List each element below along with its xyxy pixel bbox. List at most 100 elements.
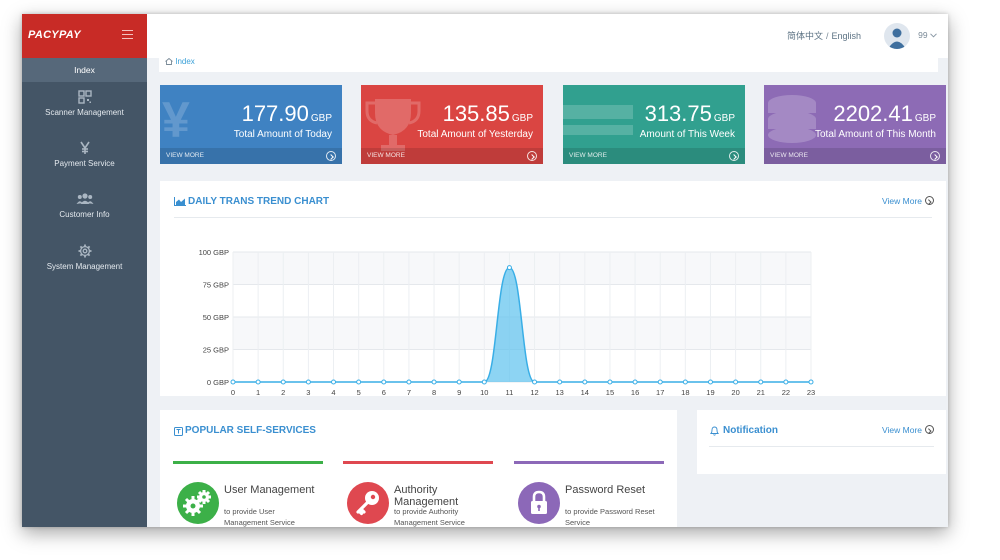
view-more-link[interactable]: VIEW MORE bbox=[569, 152, 607, 159]
bell-icon bbox=[710, 426, 719, 436]
x-tick-label: 4 bbox=[331, 388, 335, 396]
service-name: User Management bbox=[224, 484, 315, 496]
sidebar-item-payment-service[interactable]: Payment Service bbox=[22, 141, 147, 168]
square-icon bbox=[174, 427, 183, 436]
x-tick-label: 9 bbox=[457, 388, 461, 396]
service-desc: to provide Authority Management Service bbox=[394, 507, 465, 527]
sidebar-item-index[interactable]: Index bbox=[22, 58, 147, 82]
x-tick-label: 1 bbox=[256, 388, 260, 396]
grid-band bbox=[233, 252, 811, 285]
breadcrumb-index-link[interactable]: Index bbox=[175, 57, 195, 66]
sidebar-item-label: Customer Info bbox=[59, 210, 110, 219]
x-tick-label: 2 bbox=[281, 388, 285, 396]
y-tick-label: 100 GBP bbox=[199, 248, 229, 257]
notification-panel: Notification View More bbox=[697, 410, 946, 474]
x-tick-label: 14 bbox=[581, 388, 589, 396]
avatar[interactable] bbox=[884, 23, 910, 49]
sidebar-item-label: System Management bbox=[46, 262, 123, 271]
view-more-link[interactable]: VIEW MORE bbox=[166, 152, 204, 159]
data-point bbox=[305, 379, 311, 385]
stat-currency: GBP bbox=[511, 113, 533, 124]
stat-footer[interactable]: VIEW MORE bbox=[160, 148, 342, 164]
sidebar-item-customer-info[interactable]: Customer Info bbox=[22, 192, 147, 219]
data-point bbox=[682, 379, 688, 385]
gears-icon bbox=[183, 490, 211, 516]
x-tick-label: 6 bbox=[382, 388, 386, 396]
brand-logo: PACYPAY bbox=[28, 29, 81, 41]
data-point bbox=[607, 379, 613, 385]
data-point bbox=[456, 379, 462, 385]
lang-chinese-link[interactable]: 简体中文 bbox=[786, 31, 823, 41]
x-tick-label: 3 bbox=[306, 388, 310, 396]
stat-currency: GBP bbox=[914, 113, 936, 124]
data-point bbox=[657, 379, 663, 385]
app-window: PACYPAY Index Scanner Management Payment… bbox=[22, 14, 948, 527]
panel-divider bbox=[174, 217, 932, 218]
data-point bbox=[758, 379, 764, 385]
service-name: Password Reset bbox=[565, 484, 646, 496]
trend-view-more-link[interactable]: View More bbox=[882, 196, 934, 206]
view-more-link[interactable]: VIEW MORE bbox=[367, 152, 405, 159]
data-point bbox=[381, 379, 387, 385]
panel-divider bbox=[709, 446, 934, 447]
service-desc: to provide User Management Service bbox=[224, 507, 295, 527]
service-password-reset[interactable]: Password Reset to provide Password Reset… bbox=[514, 461, 664, 527]
data-point bbox=[808, 379, 814, 385]
sidebar: PACYPAY Index Scanner Management Payment… bbox=[22, 14, 147, 527]
sidebar-item-scanner-management[interactable]: Scanner Management bbox=[22, 90, 147, 117]
data-point bbox=[582, 379, 588, 385]
data-point bbox=[356, 379, 362, 385]
data-point bbox=[280, 379, 286, 385]
arrow-circle-right-icon bbox=[527, 151, 537, 161]
x-tick-label: 21 bbox=[757, 388, 765, 396]
data-point bbox=[557, 379, 563, 385]
notification-view-more-link[interactable]: View More bbox=[882, 425, 934, 435]
stat-card-yesterday[interactable]: 135.85 GBP Total Amount of Yesterday VIEW… bbox=[361, 85, 543, 164]
stat-currency: GBP bbox=[310, 113, 332, 124]
coins-bg-icon bbox=[768, 95, 816, 143]
sidebar-item-system-management[interactable]: System Management bbox=[22, 244, 147, 271]
y-tick-label: 50 GBP bbox=[203, 313, 229, 322]
x-tick-label: 17 bbox=[656, 388, 664, 396]
x-tick-label: 13 bbox=[556, 388, 564, 396]
chevron-down-icon bbox=[930, 33, 937, 38]
sidebar-item-label: Scanner Management bbox=[45, 108, 124, 117]
user-menu[interactable]: 99 bbox=[918, 30, 937, 40]
area-chart-icon bbox=[174, 197, 186, 206]
trend-chart-title: DAILY TRANS TREND CHART bbox=[188, 196, 330, 207]
yen-icon bbox=[22, 141, 147, 155]
top-header: 简体中文 / English 99 bbox=[147, 14, 948, 58]
stat-amount: 177.90 bbox=[241, 101, 309, 126]
stat-currency: GBP bbox=[713, 113, 735, 124]
stat-card-today[interactable]: ¥ 177.90 GBP Total Amount of Today VIEW M… bbox=[160, 85, 342, 164]
stat-footer[interactable]: VIEW MORE bbox=[361, 148, 543, 164]
users-icon bbox=[22, 192, 147, 206]
data-point bbox=[632, 379, 638, 385]
arrow-circle-right-icon bbox=[925, 425, 934, 434]
x-tick-label: 19 bbox=[706, 388, 714, 396]
x-tick-label: 12 bbox=[530, 388, 538, 396]
x-tick-label: 22 bbox=[782, 388, 790, 396]
data-point bbox=[481, 379, 487, 385]
service-user-management[interactable]: User Management to provide User Manageme… bbox=[173, 461, 323, 527]
stat-label: Total Amount of Yesterday bbox=[417, 129, 533, 140]
stat-card-week[interactable]: 313.75 GBP Amount of This Week VIEW MORE bbox=[563, 85, 745, 164]
data-point bbox=[783, 379, 789, 385]
menu-toggle-icon[interactable] bbox=[122, 30, 133, 39]
stat-footer[interactable]: VIEW MORE bbox=[563, 148, 745, 164]
stat-footer[interactable]: VIEW MORE bbox=[764, 148, 946, 164]
x-tick-label: 11 bbox=[506, 388, 514, 396]
user-icon bbox=[888, 28, 906, 49]
view-more-link[interactable]: VIEW MORE bbox=[770, 152, 808, 159]
stat-amount: 313.75 bbox=[644, 101, 712, 126]
data-point bbox=[532, 379, 538, 385]
notification-title: Notification bbox=[723, 425, 778, 436]
lang-english-link[interactable]: English bbox=[831, 31, 861, 41]
service-authority-management[interactable]: Authority Management to provide Authorit… bbox=[343, 461, 493, 527]
service-name: Authority Management bbox=[394, 484, 459, 508]
home-icon bbox=[165, 57, 173, 65]
stat-card-month[interactable]: 2202.41 GBP Total Amount of This Month VI… bbox=[764, 85, 946, 164]
popular-services-title: POPULAR SELF-SERVICES bbox=[185, 425, 316, 436]
lang-separator: / bbox=[825, 31, 829, 41]
